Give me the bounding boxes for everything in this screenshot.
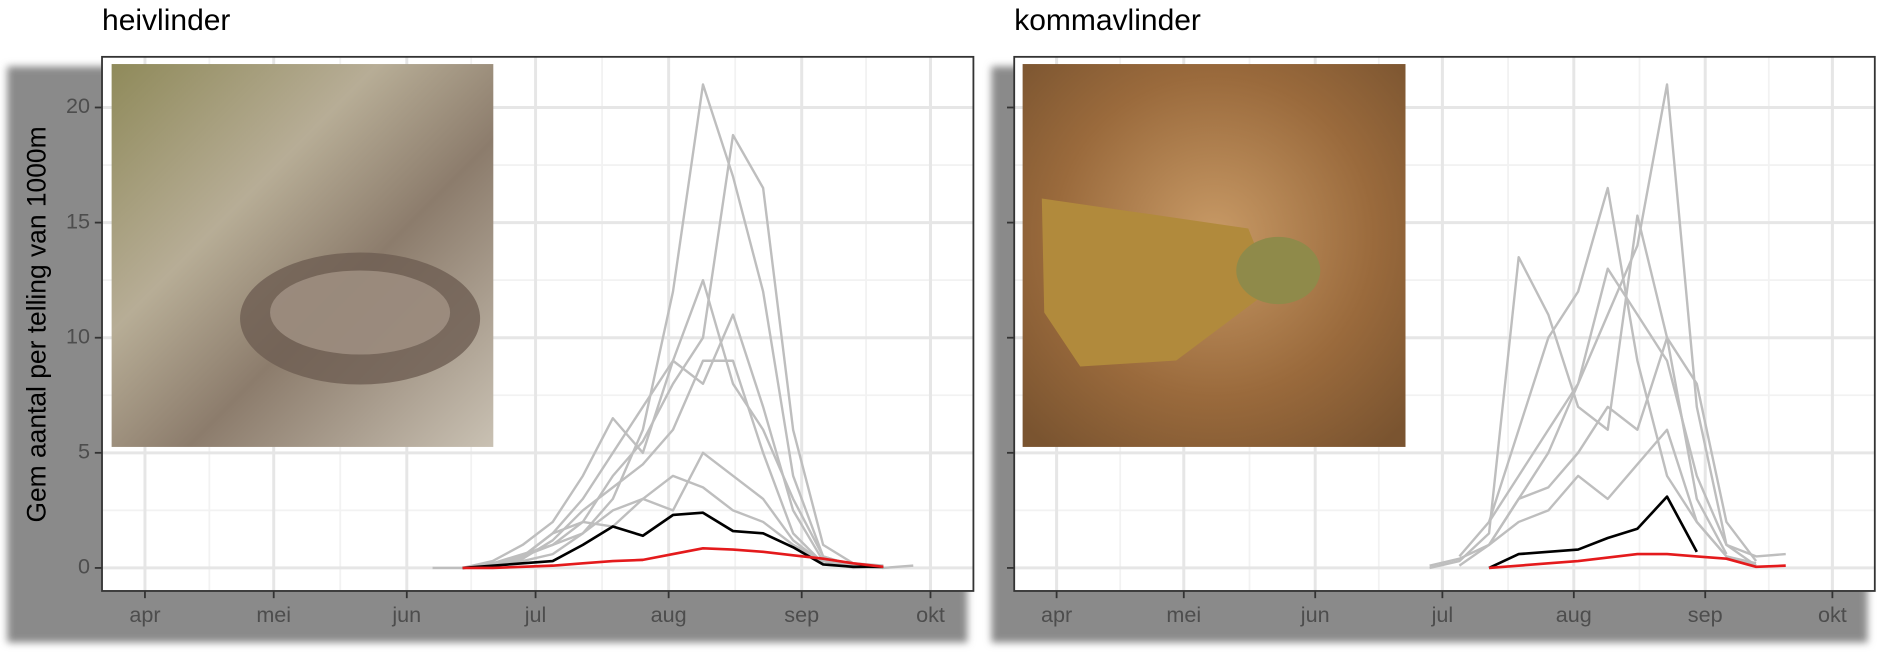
chart-title: heivlinder	[102, 4, 230, 37]
x-tick-label: okt	[1818, 602, 1847, 627]
line	[1429, 214, 1728, 570]
line	[492, 359, 824, 570]
panel-border	[101, 55, 975, 592]
y-tick-label: 15	[66, 208, 90, 233]
line	[462, 547, 884, 570]
chart-title: kommavlinder	[1014, 4, 1201, 37]
x-tick-label: jun	[1300, 602, 1330, 627]
y-tick-label: 0	[78, 554, 90, 579]
panel-border	[1013, 55, 1876, 592]
y-tick-label: 5	[78, 439, 90, 464]
x-tick-label: apr	[129, 602, 160, 627]
x-tick-label: aug	[651, 602, 687, 627]
line	[1488, 495, 1698, 570]
line	[1488, 552, 1786, 570]
line	[1429, 428, 1757, 567]
x-tick-label: aug	[1556, 602, 1592, 627]
y-axis-label: Gem aantal per telling van 1000m	[21, 126, 51, 522]
x-tick-label: okt	[916, 602, 945, 627]
x-tick-label: jul	[1431, 602, 1454, 627]
x-tick-label: jul	[524, 602, 547, 627]
x-tick-label: sep	[784, 602, 819, 627]
line	[462, 313, 884, 570]
x-tick-label: mei	[256, 602, 291, 627]
x-tick-label: apr	[1041, 602, 1072, 627]
x-tick-label: sep	[1688, 602, 1723, 627]
photo	[1022, 64, 1406, 447]
chart: apr mei jun jul aug sep okt	[1007, 56, 1875, 627]
photo	[111, 64, 494, 447]
line	[1488, 336, 1758, 562]
line	[492, 451, 824, 567]
y-tick-label: 10	[66, 323, 90, 348]
y-tick-label: 20	[66, 93, 90, 118]
x-tick-label: mei	[1166, 602, 1201, 627]
x-tick-label: jun	[391, 602, 421, 627]
line	[1458, 267, 1786, 558]
